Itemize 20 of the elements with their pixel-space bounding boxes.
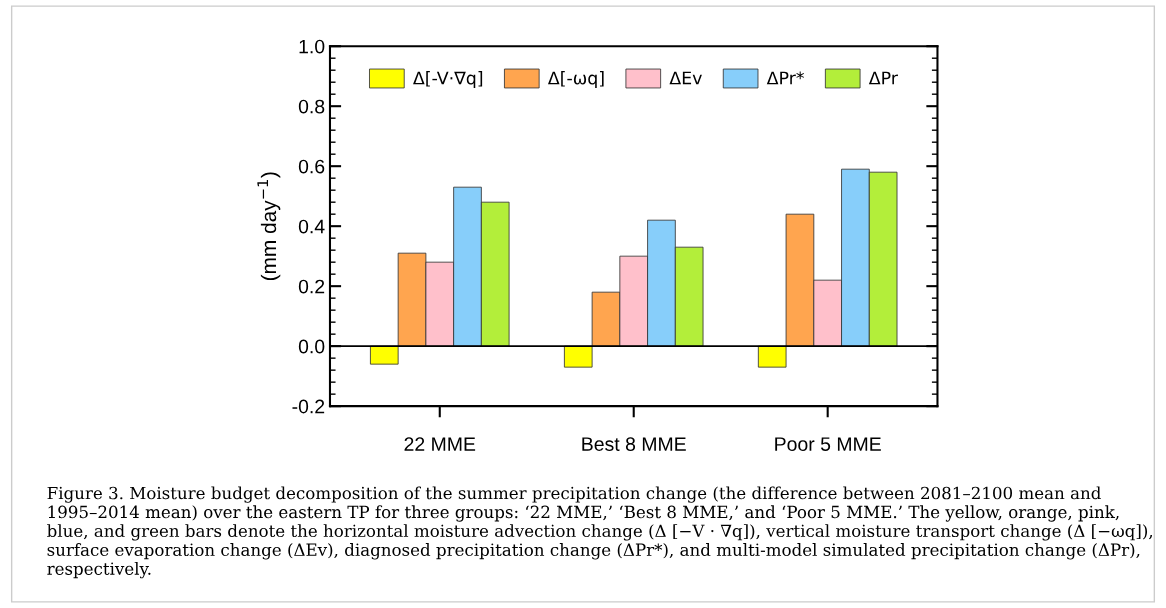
y-tick-label: -0.2 xyxy=(292,399,325,414)
x-tick-label: Best 8 MME xyxy=(582,437,686,451)
y-tick-label: 1.0 xyxy=(299,39,325,54)
bar xyxy=(757,345,787,368)
x-tick-label: 22 MME xyxy=(404,437,476,451)
legend-label: ΔEv xyxy=(669,71,702,85)
bar xyxy=(563,345,593,368)
bar xyxy=(370,345,399,365)
y-tick-label: 0.6 xyxy=(298,159,325,174)
y-tick-label: 0.2 xyxy=(298,279,325,294)
legend-label: Δ[-ωq] xyxy=(547,71,604,88)
y-axis-title: (mm day$^{−1}$) xyxy=(257,172,281,281)
legend-label: ΔPr xyxy=(868,71,898,85)
x-tick-label: Poor 5 MME xyxy=(775,437,881,451)
y-tick-label: 0.0 xyxy=(298,339,325,354)
legend-label: Δ[-V·∇q] xyxy=(413,71,483,88)
legend-label: ΔPr* xyxy=(766,71,805,85)
y-tick-label: 0.4 xyxy=(298,219,325,234)
y-tick-label: 0.8 xyxy=(298,99,325,114)
caption: Figure 3. Moisture budget decomposition of the summer precipitation change (the difference between 2081–2100 mean and 1995–2014 mean) over the eastern TP for three groups: ‘22 MME,’ ‘Best 8 MME,’ and ‘Poor 5 MME.’ The yellow, orange, pink, blue, and green bars denote the horizontal moisture advection change (Δ [−V · ∇q]), vertical moisture transport change (Δ [−ωq]), surface evaporation change (ΔEv), diagnosed precipitation change (ΔPr*), and multi-model simulated precipitation change (ΔPr), respectively. xyxy=(47,486,1153,579)
